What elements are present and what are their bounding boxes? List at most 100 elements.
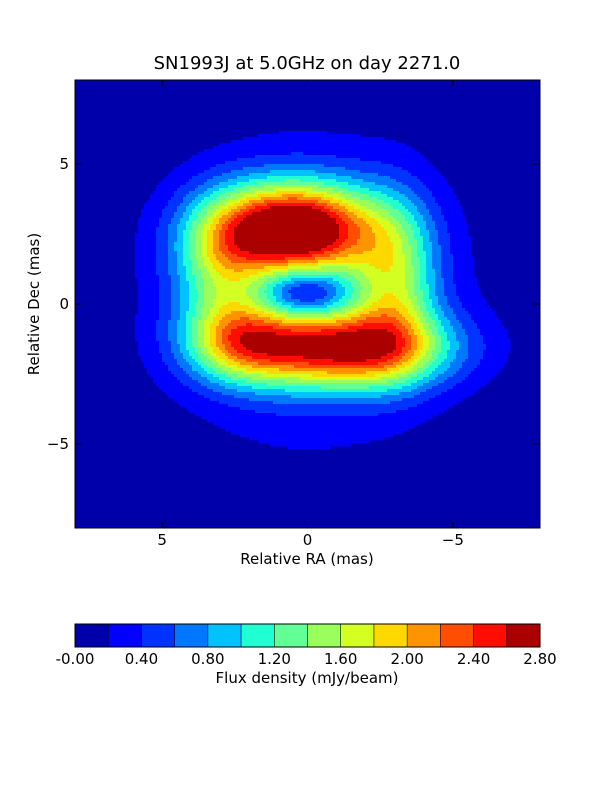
contour-cell xyxy=(318,224,322,228)
contour-cell xyxy=(174,242,178,246)
contour-cell xyxy=(213,158,217,162)
contour-cell xyxy=(363,146,367,150)
contour-cell xyxy=(339,257,343,261)
contour-cell xyxy=(378,212,382,216)
contour-cell xyxy=(270,224,274,228)
contour-cell xyxy=(438,269,442,273)
contour-cell xyxy=(423,263,427,267)
contour-cell xyxy=(252,209,256,213)
contour-cell xyxy=(330,221,334,225)
contour-cell xyxy=(375,179,379,183)
contour-cell xyxy=(186,206,190,210)
contour-cell xyxy=(423,185,427,189)
contour-cell xyxy=(402,263,406,267)
contour-cell xyxy=(378,158,382,162)
contour-cell xyxy=(273,203,277,207)
contour-cell xyxy=(327,230,331,234)
contour-cell xyxy=(324,209,328,213)
contour-cell xyxy=(171,218,175,222)
contour-cell xyxy=(351,185,355,189)
contour-cell xyxy=(228,224,232,228)
contour-cell xyxy=(318,275,322,279)
contour-cell xyxy=(210,155,214,159)
contour-cell xyxy=(456,203,460,207)
contour-cell xyxy=(471,278,475,282)
contour-cell xyxy=(264,248,268,252)
contour-cell xyxy=(258,239,262,243)
contour-cell xyxy=(321,284,325,288)
contour-cell xyxy=(174,200,178,204)
contour-cell xyxy=(261,188,265,192)
contour-cell xyxy=(180,164,184,168)
contour-cell xyxy=(153,284,157,288)
contour-cell xyxy=(327,257,331,261)
contour-cell xyxy=(210,218,214,222)
contour-cell xyxy=(417,236,421,240)
contour-cell xyxy=(462,266,466,270)
contour-cell xyxy=(288,182,292,186)
contour-cell xyxy=(234,215,238,219)
contour-cell xyxy=(309,266,313,270)
contour-cell xyxy=(318,176,322,180)
contour-cell xyxy=(348,191,352,195)
contour-cell xyxy=(468,254,472,258)
contour-cell xyxy=(330,254,334,258)
contour-cell xyxy=(141,275,145,279)
contour-cell xyxy=(210,230,214,234)
contour-cell xyxy=(447,188,451,192)
contour-cell xyxy=(180,215,184,219)
contour-cell xyxy=(426,164,430,168)
contour-cell xyxy=(225,149,229,153)
contour-cell xyxy=(372,179,376,183)
contour-cell xyxy=(429,254,433,258)
contour-cell xyxy=(471,269,475,273)
contour-cell xyxy=(321,200,325,204)
contour-cell xyxy=(216,242,220,246)
contour-cell xyxy=(318,245,322,249)
contour-cell xyxy=(174,218,178,222)
contour-cell xyxy=(408,263,412,267)
contour-cell xyxy=(243,263,247,267)
contour-cell xyxy=(201,257,205,261)
contour-cell xyxy=(243,275,247,279)
contour-cell xyxy=(258,284,262,288)
contour-cell xyxy=(249,218,253,222)
contour-cell xyxy=(384,185,388,189)
contour-cell xyxy=(138,275,142,279)
contour-cell xyxy=(342,203,346,207)
contour-cell xyxy=(420,155,424,159)
contour-cell xyxy=(372,161,376,165)
contour-cell xyxy=(327,170,331,174)
contour-cell xyxy=(144,218,148,222)
contour-cell xyxy=(231,197,235,201)
contour-cell xyxy=(408,218,412,222)
contour-cell xyxy=(399,236,403,240)
contour-cell xyxy=(405,158,409,162)
contour-cell xyxy=(378,185,382,189)
contour-cell xyxy=(294,182,298,186)
contour-cell xyxy=(360,191,364,195)
contour-cell xyxy=(183,197,187,201)
contour-cell xyxy=(441,272,445,276)
contour-cell xyxy=(351,170,355,174)
contour-cell xyxy=(273,158,277,162)
contour-cell xyxy=(420,182,424,186)
contour-cell xyxy=(258,266,262,270)
contour-cell xyxy=(342,227,346,231)
contour-cell xyxy=(444,182,448,186)
contour-cell xyxy=(384,194,388,198)
contour-cell xyxy=(423,266,427,270)
contour-cell xyxy=(180,170,184,174)
contour-cell xyxy=(207,155,211,159)
contour-cell xyxy=(357,167,361,171)
contour-cell xyxy=(252,239,256,243)
contour-cell xyxy=(183,239,187,243)
contour-cell xyxy=(198,254,202,258)
contour-cell xyxy=(414,167,418,171)
contour-cell xyxy=(414,272,418,276)
contour-cell xyxy=(252,182,256,186)
contour-cell xyxy=(369,161,373,165)
contour-cell xyxy=(417,185,421,189)
contour-cell xyxy=(444,206,448,210)
contour-cell xyxy=(141,260,145,264)
